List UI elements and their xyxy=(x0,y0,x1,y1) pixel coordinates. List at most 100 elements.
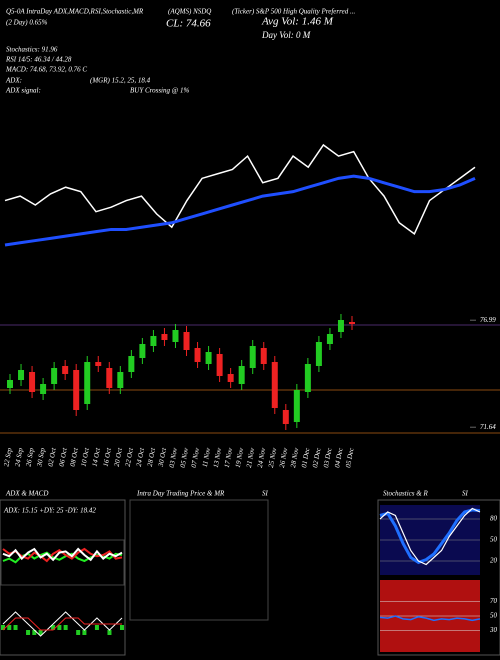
candle-body xyxy=(205,352,212,364)
candle-body xyxy=(326,334,333,344)
candle-body xyxy=(337,320,344,332)
histogram-bar xyxy=(120,625,124,630)
x-tick-label: 24 Oct xyxy=(135,446,146,467)
candle-body xyxy=(40,384,47,394)
x-tick-label: 03 Dec xyxy=(322,446,334,468)
y-tick-label: 30 xyxy=(489,626,498,634)
candle-body xyxy=(139,344,146,358)
x-tick-label: 03 Nov xyxy=(168,446,180,468)
candle-body xyxy=(62,366,69,374)
x-tick-label: 02 Oct xyxy=(47,446,58,467)
candle-body xyxy=(128,356,135,372)
histogram-bar xyxy=(63,625,68,630)
x-tick-label: 30 Oct xyxy=(157,446,169,468)
y-tick-label: 80 xyxy=(490,515,498,523)
intraday-box xyxy=(129,499,269,621)
candle-body xyxy=(183,332,190,350)
candle-body xyxy=(227,374,234,382)
candle-body xyxy=(271,362,278,408)
header-text: Q5-0A IntraDay ADX,MACD,R xyxy=(6,8,96,16)
candle-body xyxy=(194,348,201,362)
adx: ADX: xyxy=(5,77,22,85)
candle-body xyxy=(260,348,267,364)
avg-vol: Avg Vol: 1.46 M xyxy=(261,16,334,28)
panel-title: SI xyxy=(462,490,469,498)
x-tick-label: 06 Oct xyxy=(58,446,69,467)
y-tick-label: 50 xyxy=(490,536,498,544)
candle-body xyxy=(172,330,179,342)
candle-body xyxy=(84,362,91,404)
stoch-box xyxy=(377,499,500,656)
x-tick-label: 20 Oct xyxy=(113,446,124,467)
x-tick-label: 17 Nov xyxy=(223,446,235,468)
candle-body xyxy=(73,370,80,410)
panel-title: Intra Day Trading Price & MR xyxy=(136,490,225,498)
price-line xyxy=(4,143,476,236)
x-tick-label: 05 Dec xyxy=(344,446,356,468)
panel-title: Stochastics & R xyxy=(383,490,428,498)
histogram-bar xyxy=(94,625,99,630)
x-tick-label: 19 Nov xyxy=(234,446,246,468)
x-tick-label: 28 Nov xyxy=(289,446,301,468)
candle-body xyxy=(95,362,102,366)
candle-body xyxy=(150,336,157,346)
candle-body xyxy=(51,368,58,384)
y-tick-label: 71.64 xyxy=(480,423,496,431)
histogram-bar xyxy=(76,630,81,635)
x-tick-label: 10 Oct xyxy=(80,446,91,467)
header-text: SI,Stochastic,MR xyxy=(95,8,144,16)
x-tick-label: 30 Sep xyxy=(35,447,46,468)
x-tick-label: 08 Oct xyxy=(69,446,80,467)
histogram-bar xyxy=(82,630,87,635)
y-tick-label: 50 xyxy=(490,612,498,620)
candle-body xyxy=(106,368,113,388)
x-tick-label: 04 Dec xyxy=(333,446,345,468)
panel-bg xyxy=(0,539,125,586)
histogram-bar xyxy=(26,630,31,635)
x-tick-label: 11 Nov xyxy=(201,446,212,467)
x-tick-label: 21 Nov xyxy=(245,446,257,468)
x-tick-label: 28 Oct xyxy=(146,446,157,467)
price-line xyxy=(4,174,476,247)
x-tick-label: 05 Nov xyxy=(179,446,191,468)
header-text: (Ticker) S&P 500 High Quality Preferred … xyxy=(232,8,355,16)
x-tick-label: 01 Dec xyxy=(300,446,312,468)
candle-body xyxy=(7,380,13,388)
adx-line xyxy=(2,547,123,562)
panel-title: SI xyxy=(262,490,269,498)
panel-title: ADX & MACD xyxy=(5,490,48,498)
x-tick-label: 24 Sep xyxy=(13,447,24,467)
histogram-bar xyxy=(32,630,37,635)
candle-body xyxy=(238,366,245,384)
candle-body xyxy=(161,334,168,340)
x-tick-label: 07 Nov xyxy=(190,446,202,468)
adx-signal: ADX signal: xyxy=(5,87,41,95)
macd-line xyxy=(2,617,122,631)
x-tick-label: 26 Nov xyxy=(278,446,290,468)
macd-line xyxy=(2,611,123,637)
candle-body xyxy=(216,354,223,376)
adx-box xyxy=(0,499,126,656)
histogram-bar xyxy=(57,625,62,630)
candle-body xyxy=(293,390,300,422)
candle-body xyxy=(18,370,25,380)
y-tick-label: 70 xyxy=(490,597,498,605)
histogram-bar xyxy=(13,625,18,630)
rsi-line xyxy=(379,615,481,622)
header-text: (AQMS) NSDQ xyxy=(168,8,211,16)
candle-body xyxy=(349,322,355,324)
x-tick-label: 13 Nov xyxy=(212,446,224,468)
y-tick-label: 76.99 xyxy=(480,316,496,324)
change: (2 Day) 0.65% xyxy=(6,19,48,27)
x-tick-label: 14 Oct xyxy=(91,446,102,467)
close: CL: 74.66 xyxy=(166,18,211,30)
x-tick-label: 16 Oct xyxy=(102,446,113,467)
macd: MACD: 74.68, 73.92, 0.76 C xyxy=(5,66,87,74)
x-tick-label: 22 Sep xyxy=(2,447,13,467)
adx-values: (MGR) 15.2, 25, 18.4 xyxy=(90,77,151,85)
histogram-bar xyxy=(1,625,5,630)
candle-body xyxy=(304,364,311,392)
histogram-bar xyxy=(107,630,112,635)
signal: BUY Crossing @ 1% xyxy=(130,87,189,95)
